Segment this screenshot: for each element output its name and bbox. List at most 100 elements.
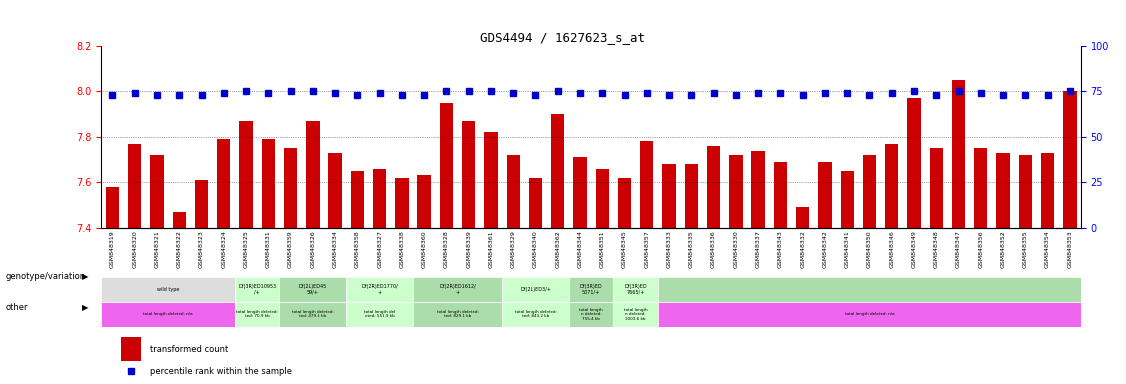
Bar [730, 155, 742, 228]
Bar [573, 157, 587, 228]
Text: GSM848362: GSM848362 [555, 230, 561, 268]
Text: Df(2L)ED3/+: Df(2L)ED3/+ [520, 287, 551, 292]
Text: GSM848343: GSM848343 [778, 230, 783, 268]
Bar [172, 212, 186, 228]
Text: GSM848328: GSM848328 [444, 230, 449, 268]
Bar [418, 175, 431, 228]
Bar [151, 155, 163, 228]
FancyBboxPatch shape [614, 277, 658, 302]
Bar [395, 178, 409, 228]
FancyBboxPatch shape [658, 302, 1081, 326]
Text: GSM848322: GSM848322 [177, 230, 181, 268]
Bar [908, 98, 921, 228]
Text: GSM848339: GSM848339 [466, 230, 471, 268]
Text: GSM848330: GSM848330 [733, 230, 739, 268]
Bar [640, 141, 653, 228]
Text: wild type: wild type [157, 287, 179, 292]
Text: Df(2L)ED45
59/+: Df(2L)ED45 59/+ [298, 284, 327, 295]
Bar [373, 169, 386, 228]
Bar [974, 148, 988, 228]
Bar [1019, 155, 1033, 228]
Bar [707, 146, 721, 228]
Text: GSM848327: GSM848327 [377, 230, 382, 268]
Text: GSM848349: GSM848349 [911, 230, 917, 268]
Text: GSM848326: GSM848326 [311, 230, 315, 268]
Text: GSM848334: GSM848334 [332, 230, 338, 268]
Text: other: other [6, 303, 28, 312]
Text: total length deleted:
ted: 479.1 kb: total length deleted: ted: 479.1 kb [292, 310, 333, 318]
Text: GSM848360: GSM848360 [421, 230, 427, 268]
Text: GSM848348: GSM848348 [933, 230, 939, 268]
Text: GSM848347: GSM848347 [956, 230, 960, 268]
Text: GSM848351: GSM848351 [600, 230, 605, 268]
Bar [507, 155, 520, 228]
Text: ▶: ▶ [82, 272, 89, 281]
FancyBboxPatch shape [347, 302, 413, 326]
Text: total length deleted:
ted: 829.1 kb: total length deleted: ted: 829.1 kb [437, 310, 479, 318]
Text: percentile rank within the sample: percentile rank within the sample [151, 367, 293, 376]
Text: GSM848335: GSM848335 [689, 230, 694, 268]
Bar [997, 153, 1010, 228]
FancyBboxPatch shape [279, 277, 347, 302]
Text: Df(3R)ED10953
/+: Df(3R)ED10953 /+ [238, 284, 276, 295]
Bar [306, 121, 320, 228]
FancyBboxPatch shape [413, 277, 502, 302]
Text: GSM848340: GSM848340 [533, 230, 538, 268]
FancyBboxPatch shape [502, 302, 569, 326]
Bar [819, 162, 832, 228]
Bar [195, 180, 208, 228]
Bar [240, 121, 252, 228]
FancyBboxPatch shape [235, 302, 279, 326]
Text: GSM848321: GSM848321 [154, 230, 160, 268]
Text: total length deleted: n/a: total length deleted: n/a [143, 312, 193, 316]
Bar [774, 162, 787, 228]
Bar [529, 178, 543, 228]
Bar [618, 178, 632, 228]
Bar [951, 80, 965, 228]
FancyBboxPatch shape [347, 277, 413, 302]
FancyBboxPatch shape [101, 302, 235, 326]
Text: GSM848337: GSM848337 [756, 230, 761, 268]
Text: Df(2R)ED1612/
+: Df(2R)ED1612/ + [439, 284, 476, 295]
Bar [596, 169, 609, 228]
Text: GSM848361: GSM848361 [489, 230, 493, 268]
FancyBboxPatch shape [413, 302, 502, 326]
Text: GSM848325: GSM848325 [243, 230, 249, 268]
Text: total length del
eted: 551.9 kb: total length del eted: 551.9 kb [364, 310, 395, 318]
Text: Df(3R)ED
7665/+: Df(3R)ED 7665/+ [624, 284, 647, 295]
Bar [128, 144, 142, 228]
Text: GDS4494 / 1627623_s_at: GDS4494 / 1627623_s_at [481, 31, 645, 44]
Bar [284, 148, 297, 228]
Text: GSM848345: GSM848345 [622, 230, 627, 268]
Bar [484, 132, 498, 228]
Text: Df(3R)ED
5071/+: Df(3R)ED 5071/+ [580, 284, 602, 295]
Text: GSM848338: GSM848338 [400, 230, 404, 268]
Text: GSM848346: GSM848346 [890, 230, 894, 268]
Bar [106, 187, 119, 228]
Bar [885, 144, 899, 228]
Text: GSM848358: GSM848358 [355, 230, 360, 268]
Text: transformed count: transformed count [151, 344, 229, 354]
Text: GSM848324: GSM848324 [222, 230, 226, 268]
Bar [930, 148, 942, 228]
Bar [662, 164, 676, 228]
Text: GSM848332: GSM848332 [801, 230, 805, 268]
Bar [120, 337, 141, 361]
Text: GSM848341: GSM848341 [844, 230, 850, 268]
FancyBboxPatch shape [614, 302, 658, 326]
Bar [685, 164, 698, 228]
Text: GSM848329: GSM848329 [511, 230, 516, 268]
Bar [1040, 153, 1054, 228]
FancyBboxPatch shape [502, 277, 569, 302]
Text: total length
n deleted:
1003.6 kb: total length n deleted: 1003.6 kb [624, 308, 647, 321]
FancyBboxPatch shape [569, 277, 614, 302]
FancyBboxPatch shape [235, 277, 279, 302]
FancyBboxPatch shape [101, 277, 235, 302]
Bar [1063, 91, 1076, 228]
Bar [329, 153, 342, 228]
Text: GSM848352: GSM848352 [1001, 230, 1006, 268]
Bar [863, 155, 876, 228]
FancyBboxPatch shape [279, 302, 347, 326]
Bar [840, 171, 854, 228]
Text: GSM848353: GSM848353 [1067, 230, 1072, 268]
